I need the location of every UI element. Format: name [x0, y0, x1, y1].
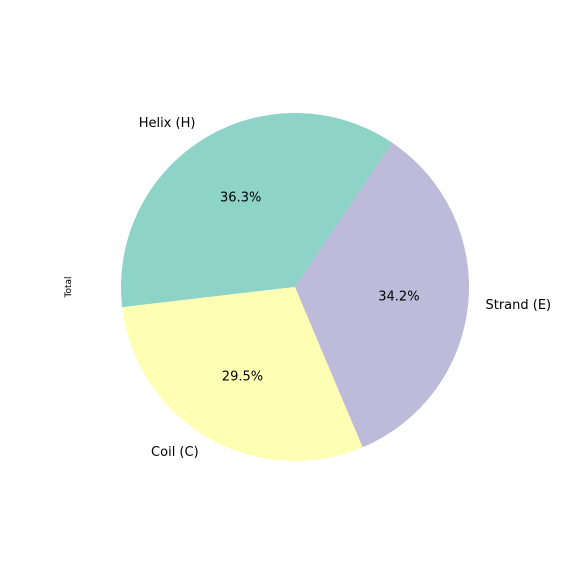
pie-slice-strand-e [295, 142, 469, 448]
pie-slice-helix-h [120, 113, 393, 308]
y-axis-label: Total [64, 276, 74, 298]
pie-slice-coil-c [122, 287, 363, 461]
pie-slices [120, 113, 469, 461]
slice-label: Coil (C) [151, 445, 199, 460]
slice-percent-label: 34.2% [378, 290, 419, 305]
slice-percent-label: 36.3% [220, 190, 261, 205]
slice-label: Helix (H) [139, 116, 196, 131]
slice-percent-label: 29.5% [222, 370, 263, 385]
slice-label: Strand (E) [485, 298, 551, 313]
pie-labels: Helix (H) 36.3% Coil (C) 29.5% Strand (E) 34.… [139, 116, 551, 460]
